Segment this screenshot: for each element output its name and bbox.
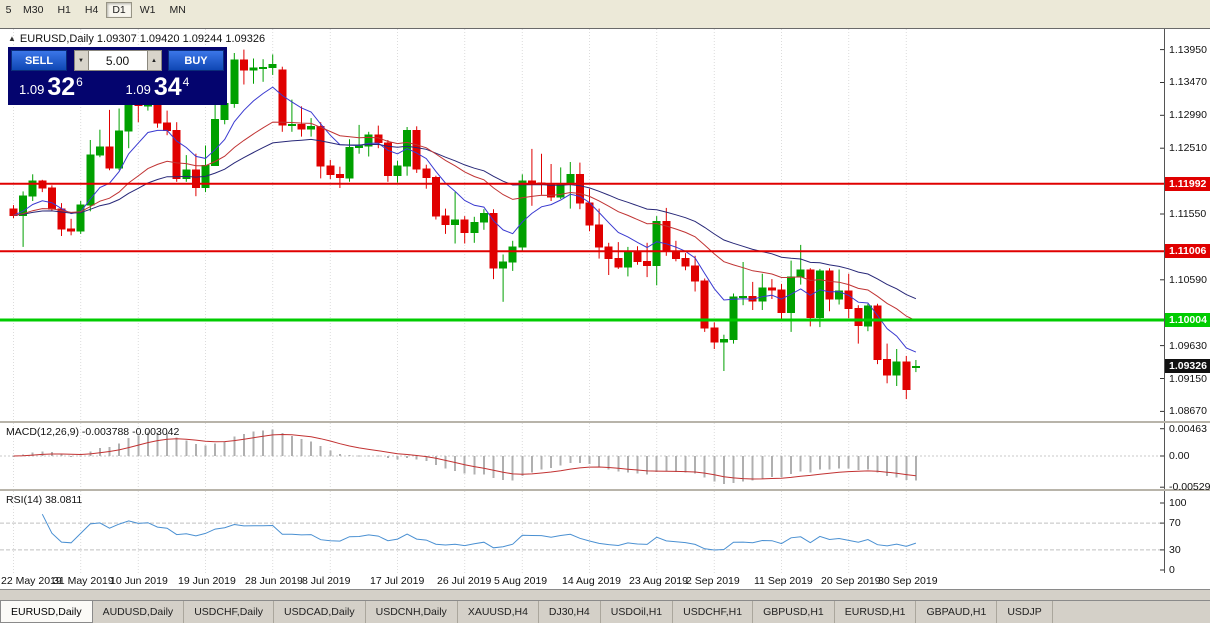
sell-price-display[interactable]: 1.09 32 6 — [11, 74, 118, 102]
chart-tab-usdchf-h1[interactable]: USDCHF,H1 — [673, 601, 754, 623]
buy-price-base: 1.09 — [125, 82, 151, 97]
chart-tab-usdcad-daily[interactable]: USDCAD,Daily — [274, 601, 366, 623]
symbol-marker-icon: ▲ — [8, 34, 16, 43]
main-chart-canvas[interactable] — [0, 29, 1165, 421]
buy-button[interactable]: BUY — [168, 50, 224, 71]
price-tick-label: 1.09150 — [1169, 373, 1207, 385]
macd-indicator-label: MACD(12,26,9) -0.003788 -0.003042 — [6, 426, 180, 438]
sell-price-pips: 32 — [47, 73, 76, 101]
rsi-indicator-label: RSI(14) 38.0811 — [6, 494, 83, 506]
date-tick-label: 14 Aug 2019 — [562, 575, 621, 587]
date-tick-label: 10 Jun 2019 — [110, 575, 168, 587]
chart-tab-usdcnh-daily[interactable]: USDCNH,Daily — [366, 601, 458, 623]
macd-chart-canvas[interactable] — [0, 423, 1165, 489]
hline-price-tag: 1.11006 — [1165, 244, 1210, 258]
pane-separator[interactable] — [0, 421, 1210, 423]
buy-price-pips: 34 — [153, 73, 182, 101]
chart-tab-dj30-h4[interactable]: DJ30,H4 — [539, 601, 601, 623]
one-click-trade-panel: SELL ▼ 5.00 ▲ BUY 1.09 32 6 1.09 34 4 — [8, 47, 227, 105]
volume-field[interactable]: 5.00 — [88, 50, 147, 71]
date-tick-label: 5 Aug 2019 — [494, 575, 548, 587]
hline-price-tag: 1.11992 — [1165, 177, 1210, 191]
chart-tab-gbpaud-h1[interactable]: GBPAUD,H1 — [916, 601, 998, 623]
date-tick-label: 2 Sep 2019 — [686, 575, 740, 587]
chart-tab-eurusd-daily[interactable]: EURUSD,Daily — [0, 601, 93, 623]
price-tick-label: 1.10590 — [1169, 274, 1207, 286]
date-tick-label: 31 May 2019 — [53, 575, 114, 587]
timeframe-button-mn[interactable]: MN — [164, 2, 192, 18]
timeframe-button-h1[interactable]: H1 — [51, 2, 76, 18]
pane-separator[interactable] — [0, 489, 1210, 491]
price-tick-label: 1.08670 — [1169, 405, 1207, 417]
timeframe-button-m30[interactable]: M30 — [17, 2, 49, 18]
volume-spinner: ▼ 5.00 ▲ — [73, 50, 162, 71]
current-price-tag: 1.09326 — [1165, 359, 1210, 373]
ohlc-text: EURUSD,Daily 1.09307 1.09420 1.09244 1.0… — [19, 33, 266, 45]
price-tick-label: 1.11550 — [1169, 208, 1207, 220]
buy-price-point: 4 — [182, 75, 190, 89]
date-tick-label: 11 Sep 2019 — [754, 575, 813, 587]
chart-tab-eurusd-h1[interactable]: EURUSD,H1 — [835, 601, 917, 623]
sell-price-base: 1.09 — [19, 82, 45, 97]
price-tick-label: 1.12510 — [1169, 142, 1207, 154]
date-tick-label: 23 Aug 2019 — [629, 575, 688, 587]
volume-decrease-button[interactable]: ▼ — [73, 50, 89, 71]
chart-tab-audusd-daily[interactable]: AUDUSD,Daily — [93, 601, 185, 623]
price-tick-label: 1.13950 — [1169, 44, 1207, 56]
price-tick-label: 1.12990 — [1169, 109, 1207, 121]
bottom-filler-strip — [0, 589, 1210, 601]
date-tick-label: 19 Jun 2019 — [178, 575, 236, 587]
chart-tab-usdjp[interactable]: USDJP — [997, 601, 1053, 623]
macd-tick-label: -0.00529 — [1169, 481, 1210, 493]
sell-price-point: 6 — [76, 75, 83, 89]
date-tick-label: 30 Sep 2019 — [878, 575, 938, 587]
macd-tick-label: 0.00463 — [1169, 423, 1207, 435]
price-tick-label: 1.09630 — [1169, 340, 1207, 352]
date-tick-label: 17 Jul 2019 — [370, 575, 425, 587]
rsi-tick-label: 0 — [1169, 564, 1175, 576]
timeframe-button-d1[interactable]: D1 — [106, 2, 132, 18]
rsi-tick-label: 30 — [1169, 544, 1181, 556]
timeframe-button-w1[interactable]: W1 — [134, 2, 162, 18]
up-arrow-icon: ▲ — [151, 57, 157, 64]
chart-tab-usdchf-daily[interactable]: USDCHF,Daily — [184, 601, 275, 623]
timeframe-button-h4[interactable]: H4 — [79, 2, 104, 18]
rsi-chart-canvas[interactable] — [0, 491, 1165, 573]
date-tick-label: 22 May 2019 — [1, 575, 62, 587]
date-tick-label: 20 Sep 2019 — [821, 575, 881, 587]
price-axis[interactable]: 1.13950 1.13470 1.12990 1.12510 1.11550 1.105… — [1165, 29, 1210, 589]
chart-tabs-bar: EURUSD,Daily AUDUSD,Daily USDCHF,Daily USDC… — [0, 600, 1210, 623]
volume-increase-button[interactable]: ▲ — [146, 50, 162, 71]
timeframe-button-5[interactable]: 5 — [2, 2, 15, 18]
hline-price-tag: 1.10004 — [1165, 313, 1210, 327]
chart-tab-xauusd-h4[interactable]: XAUUSD,H4 — [458, 601, 539, 623]
date-tick-label: 28 Jun 2019 — [245, 575, 303, 587]
down-arrow-icon: ▼ — [78, 57, 84, 64]
date-tick-label: 26 Jul 2019 — [437, 575, 492, 587]
rsi-tick-label: 70 — [1169, 517, 1181, 529]
timeframe-toolbar: 5 M30 H1 H4 D1 W1 MN — [0, 0, 1210, 28]
macd-tick-label: 0.00 — [1169, 450, 1190, 462]
chart-tab-usdoil-h1[interactable]: USDOil,H1 — [601, 601, 674, 623]
price-tick-label: 1.13470 — [1169, 76, 1207, 88]
time-axis[interactable]: 22 May 2019 31 May 2019 10 Jun 2019 19 Jun … — [0, 573, 1165, 589]
date-tick-label: 8 Jul 2019 — [302, 575, 351, 587]
sell-button[interactable]: SELL — [11, 50, 67, 71]
chart-window: ▲ EURUSD,Daily 1.09307 1.09420 1.09244 1.… — [0, 28, 1210, 601]
buy-price-display[interactable]: 1.09 34 4 — [118, 74, 225, 102]
chart-tab-gbpusd-h1[interactable]: GBPUSD,H1 — [753, 601, 835, 623]
chart-ohlc-header: ▲ EURUSD,Daily 1.09307 1.09420 1.09244 1.… — [8, 33, 265, 45]
rsi-tick-label: 100 — [1169, 497, 1187, 509]
